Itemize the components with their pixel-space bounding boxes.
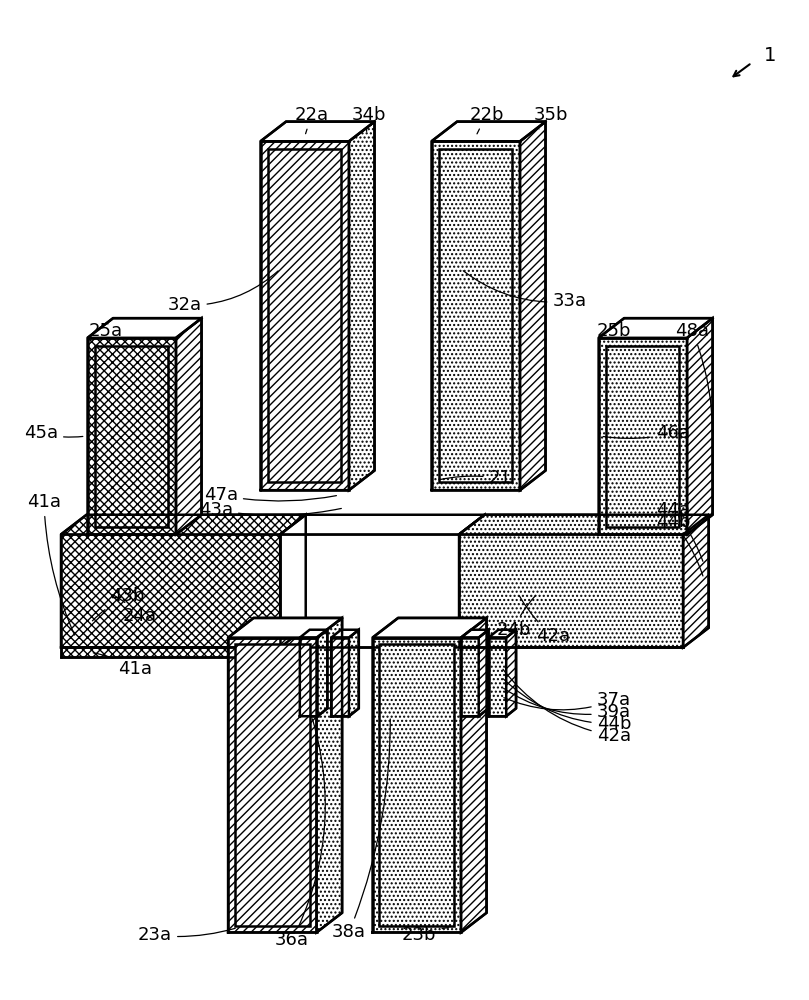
Polygon shape	[269, 149, 341, 482]
Polygon shape	[461, 630, 489, 638]
Polygon shape	[479, 630, 489, 716]
Polygon shape	[461, 638, 479, 716]
Text: 34b: 34b	[351, 106, 386, 131]
Polygon shape	[349, 630, 359, 716]
Text: 32a: 32a	[167, 271, 278, 314]
Polygon shape	[316, 618, 342, 932]
Text: 39a: 39a	[504, 688, 631, 721]
Polygon shape	[506, 630, 516, 716]
Polygon shape	[599, 338, 687, 534]
Polygon shape	[431, 122, 545, 141]
Text: 46a: 46a	[604, 424, 689, 442]
Polygon shape	[260, 141, 349, 490]
Polygon shape	[280, 515, 306, 647]
Polygon shape	[176, 318, 201, 534]
Text: 22a: 22a	[294, 106, 328, 134]
Text: 33a: 33a	[464, 271, 587, 310]
Text: 38a: 38a	[332, 719, 390, 941]
Text: 24a: 24a	[112, 595, 156, 625]
Polygon shape	[300, 638, 317, 716]
Polygon shape	[280, 534, 459, 647]
Polygon shape	[607, 346, 680, 527]
Polygon shape	[228, 638, 316, 932]
Text: 44a: 44a	[655, 501, 703, 561]
Text: 35b: 35b	[533, 106, 568, 129]
Polygon shape	[687, 318, 713, 534]
Polygon shape	[228, 618, 342, 638]
Text: 24b: 24b	[497, 595, 536, 639]
Text: 23a: 23a	[138, 926, 235, 944]
Polygon shape	[235, 644, 310, 926]
Polygon shape	[599, 318, 713, 338]
Polygon shape	[373, 618, 486, 638]
Polygon shape	[317, 630, 328, 716]
Polygon shape	[260, 122, 375, 141]
Text: 1: 1	[764, 46, 776, 65]
Text: 45a: 45a	[24, 424, 83, 442]
Text: 41a: 41a	[93, 653, 152, 678]
Polygon shape	[300, 630, 328, 638]
Polygon shape	[683, 515, 709, 647]
Text: 44b: 44b	[503, 679, 631, 733]
Polygon shape	[61, 647, 280, 657]
Text: 47a: 47a	[204, 486, 337, 504]
Text: 41a: 41a	[27, 493, 74, 635]
Polygon shape	[459, 515, 709, 534]
Text: 43a: 43a	[199, 501, 341, 519]
Polygon shape	[520, 122, 545, 490]
Polygon shape	[331, 638, 349, 716]
Polygon shape	[280, 515, 485, 534]
Text: 21: 21	[439, 469, 511, 487]
Polygon shape	[431, 141, 520, 490]
Text: 42a: 42a	[519, 596, 570, 645]
Polygon shape	[61, 515, 306, 534]
Text: 44b: 44b	[655, 513, 703, 576]
Text: 22b: 22b	[469, 106, 504, 134]
Polygon shape	[379, 644, 454, 926]
Polygon shape	[331, 630, 359, 638]
Polygon shape	[459, 515, 485, 647]
Text: 23b: 23b	[402, 926, 448, 944]
Polygon shape	[87, 338, 176, 534]
Polygon shape	[373, 638, 461, 932]
Text: 43b: 43b	[92, 587, 145, 621]
Text: 36a: 36a	[275, 719, 325, 949]
Text: 37a: 37a	[504, 691, 631, 710]
Text: 42a: 42a	[503, 669, 631, 745]
Polygon shape	[461, 618, 486, 932]
Polygon shape	[95, 346, 168, 527]
Polygon shape	[489, 638, 506, 716]
Polygon shape	[489, 630, 516, 638]
Text: 25b: 25b	[597, 322, 631, 348]
Text: 48a: 48a	[676, 322, 713, 433]
Polygon shape	[61, 534, 280, 647]
Polygon shape	[349, 122, 375, 490]
Text: 25a: 25a	[89, 322, 123, 348]
Polygon shape	[459, 534, 683, 647]
Polygon shape	[439, 149, 512, 482]
Polygon shape	[87, 318, 201, 338]
